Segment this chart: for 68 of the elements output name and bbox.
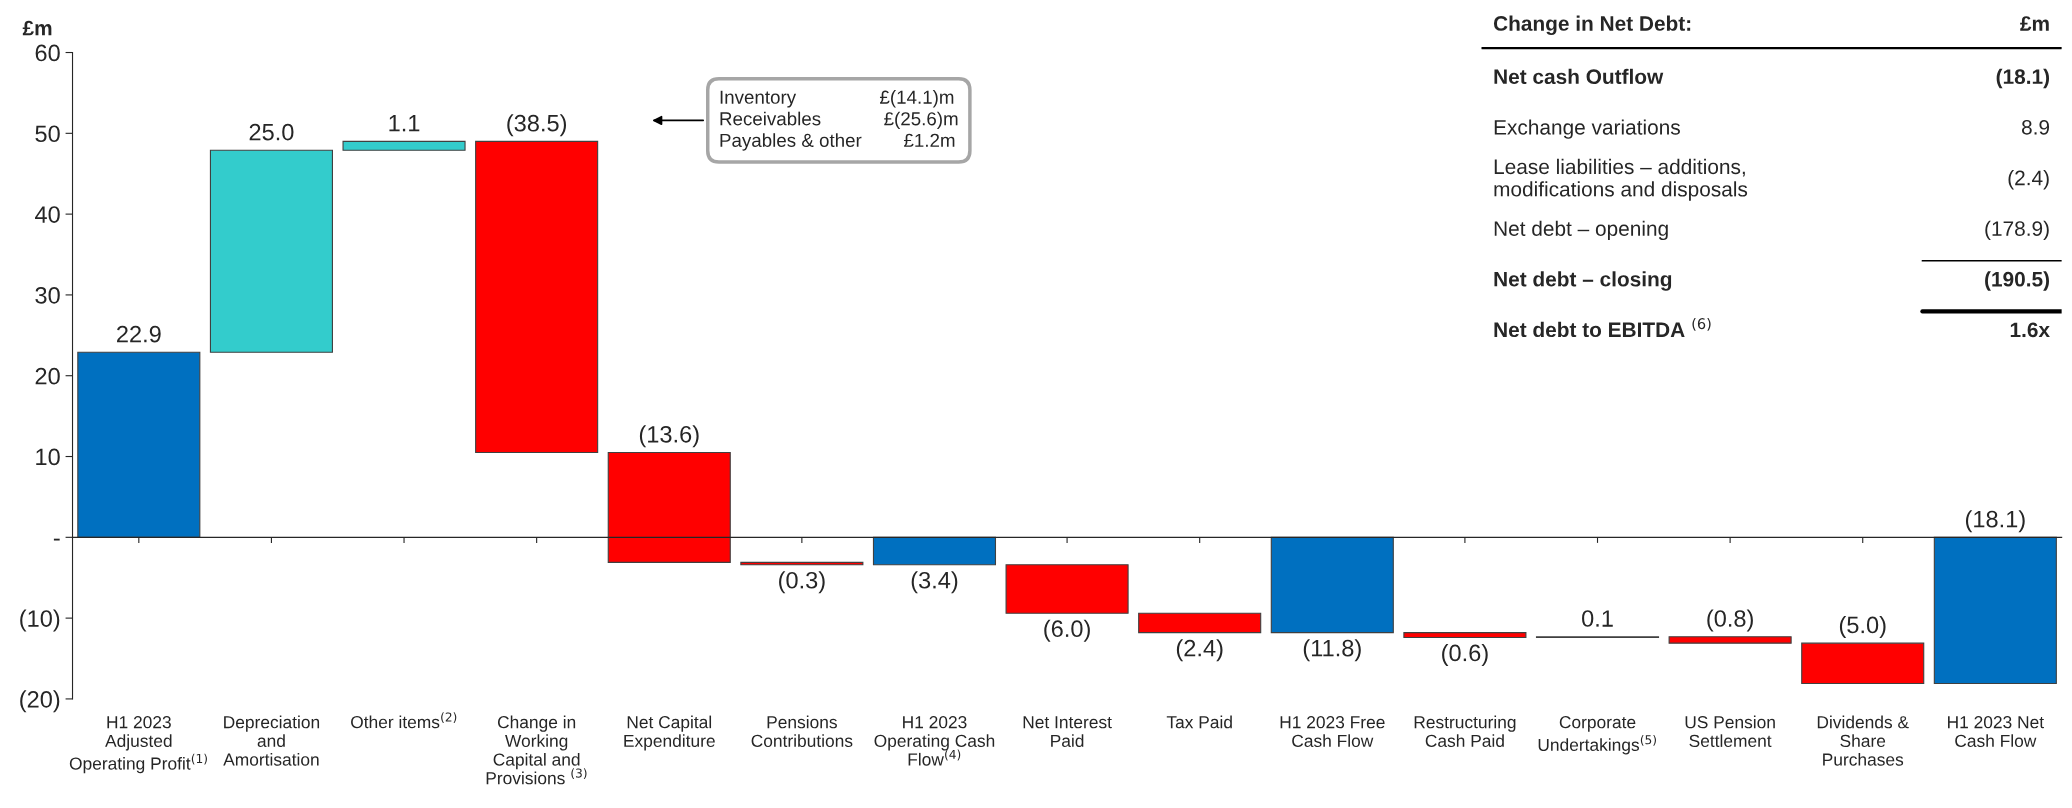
x-tick-label: Other items$^{(2)}$ bbox=[351, 712, 457, 729]
y-tick-label: 50 bbox=[35, 125, 60, 143]
bar bbox=[1403, 632, 1527, 639]
bar bbox=[1801, 642, 1925, 685]
x-tick-label: H1 2023 Free Cash Flow bbox=[1280, 716, 1385, 748]
data-label: (11.8) bbox=[1303, 639, 1361, 662]
data-label: 1.1 bbox=[389, 115, 420, 132]
data-label: (13.6) bbox=[639, 425, 699, 448]
bar bbox=[1005, 564, 1129, 614]
x-tick-label: H1 2023 Operating Cash Flow$^{(4)}$ bbox=[874, 716, 995, 766]
bar bbox=[475, 140, 599, 454]
x-tick-label: Net Interest Paid bbox=[1023, 716, 1112, 748]
x-tick-label: Pensions Contributions bbox=[751, 715, 853, 748]
x-tick-label: H1 2023 Adjusted Operating Profit$^{(1)}$ bbox=[69, 716, 207, 774]
y-tick-label: - bbox=[53, 538, 60, 541]
x-tick-label: Depreciation and Amortisation bbox=[223, 715, 320, 766]
x-tick-label: H1 2023 Net Cash Flow bbox=[1948, 716, 2044, 748]
bar bbox=[1138, 612, 1262, 634]
x-tick-label: Net Capital Expenditure bbox=[624, 715, 715, 751]
annotation: Inventory £(14.1)m Receivables £(25.6)m Payables & other £1.2m bbox=[720, 90, 958, 151]
x-tick-label: Restructuring Cash Paid bbox=[1414, 715, 1516, 748]
text: £m bbox=[2020, 16, 2049, 31]
bar bbox=[342, 140, 466, 151]
data-label: (0.6) bbox=[1442, 643, 1488, 666]
x-tick-label: Change in Working Capital and Provisions $^{(3)}$ bbox=[486, 715, 587, 785]
bar bbox=[77, 351, 201, 538]
y-axis-title: £m bbox=[22, 20, 52, 36]
y-tick-label: 40 bbox=[35, 206, 60, 223]
bar bbox=[1933, 536, 2057, 685]
data-label: (0.3) bbox=[779, 571, 825, 594]
bar bbox=[607, 451, 731, 563]
y-tick-label: 20 bbox=[35, 367, 60, 385]
category-label: Net cash Outflow bbox=[1494, 68, 1664, 85]
text: 8.9 bbox=[2021, 119, 2050, 135]
text: (18.1) bbox=[1996, 68, 2050, 89]
text: 1.6x bbox=[2010, 322, 2050, 338]
y-tick-label: (20) bbox=[20, 690, 60, 713]
category-label: Lease liabilities – additions, modifications and disposals bbox=[1494, 158, 1748, 201]
data-label: (6.0) bbox=[1044, 619, 1090, 642]
data-label: (5.0) bbox=[1839, 615, 1886, 638]
text: (190.5) bbox=[1985, 271, 2050, 291]
data-label: (3.4) bbox=[911, 571, 958, 594]
category-label: Net debt to EBITDA $^{(6)}$ bbox=[1494, 317, 1711, 338]
y-tick-label: (10) bbox=[20, 609, 60, 632]
bar bbox=[872, 536, 997, 566]
data-label: (0.8) bbox=[1707, 609, 1753, 632]
bar bbox=[1270, 536, 1394, 634]
x-tick-label: Tax Paid bbox=[1166, 715, 1232, 729]
data-label: (2.4) bbox=[1176, 639, 1223, 662]
data-label: 22.9 bbox=[117, 325, 161, 343]
x-tick-label: US Pension Settlement bbox=[1685, 715, 1775, 748]
x-tick-label: Dividends & Share Purchases bbox=[1817, 715, 1909, 766]
data-label: (38.5) bbox=[507, 114, 567, 137]
text: (2.4) bbox=[2008, 170, 2049, 190]
text: (178.9) bbox=[1985, 220, 2049, 241]
y-tick-label: 60 bbox=[35, 44, 60, 62]
bar bbox=[1668, 636, 1792, 644]
category-label: Net debt – closing bbox=[1494, 271, 1672, 291]
category-label: Exchange variations bbox=[1494, 119, 1680, 139]
bar bbox=[209, 149, 333, 353]
y-tick-label: 10 bbox=[36, 448, 60, 466]
data-label: 0.1 bbox=[1582, 610, 1613, 627]
text: Change in Net Debt: bbox=[1493, 15, 1691, 36]
category-label: Net debt – opening bbox=[1494, 220, 1668, 241]
x-tick-label: Corporate Undertakings$^{(5)}$ bbox=[1538, 716, 1656, 755]
y-tick-label: 30 bbox=[35, 286, 60, 304]
data-label: 25.0 bbox=[249, 123, 294, 141]
data-label: (18.1) bbox=[1965, 510, 2025, 533]
